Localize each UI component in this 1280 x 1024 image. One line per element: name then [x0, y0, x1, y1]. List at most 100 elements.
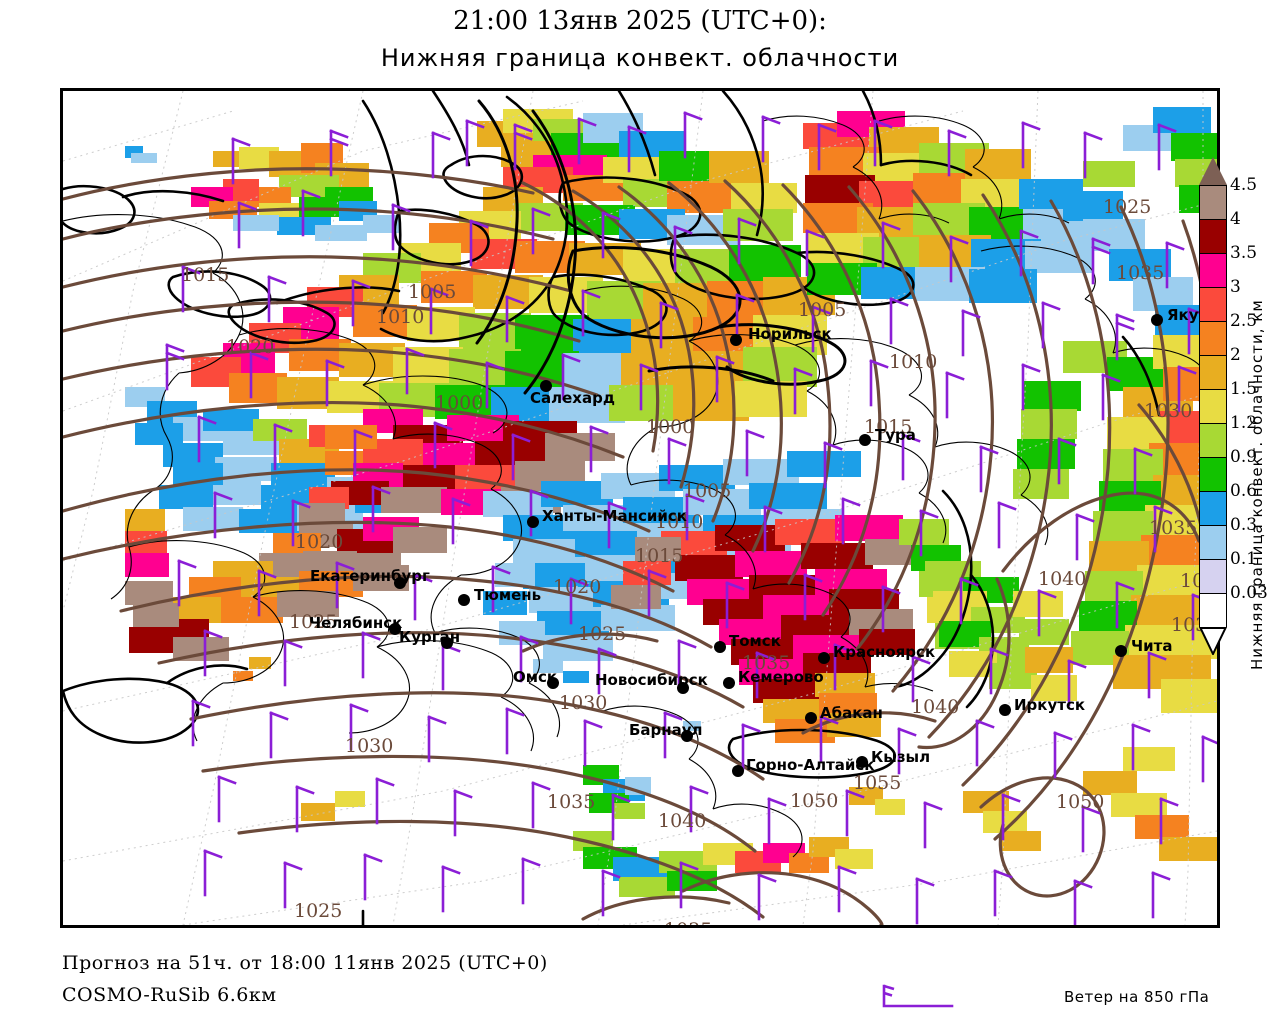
- city-marker[interactable]: Курган: [399, 628, 460, 649]
- city-dot: [818, 652, 830, 664]
- city-dot: [441, 637, 453, 649]
- colorbar-tick: 0.9: [1230, 447, 1258, 467]
- forecast-info: Прогноз на 51ч. от 18:00 11янв 2025 (UTC…: [62, 952, 548, 974]
- colorbar-tick: 2.5: [1230, 311, 1258, 331]
- colorbar-segment: [1200, 526, 1226, 560]
- city-marker[interactable]: Тура: [859, 426, 916, 446]
- city-marker[interactable]: Кызыл: [856, 748, 930, 768]
- colorbar-segment: [1200, 220, 1226, 254]
- colorbar-tick: 3: [1230, 277, 1241, 297]
- city-marker[interactable]: Ханты-Мансийск: [527, 507, 687, 528]
- city-label: Норильск: [748, 325, 832, 343]
- city-dot: [714, 641, 726, 653]
- city-label: Красноярск: [833, 643, 935, 661]
- page-title-parameter: Нижняя граница конвект. облачности: [380, 44, 900, 72]
- city-label: Салехард: [530, 389, 615, 407]
- city-marker[interactable]: Барнаул: [629, 721, 703, 742]
- city-label: Барнаул: [629, 721, 703, 739]
- colorbar-over-arrow: [1199, 157, 1227, 185]
- colorbar-tick: 2: [1230, 345, 1241, 365]
- city-label: Екатеринбург: [310, 567, 430, 585]
- colorbar-tick: 4: [1230, 209, 1241, 229]
- city-label: Томск: [729, 632, 781, 650]
- city-dot: [730, 334, 742, 346]
- city-marker[interactable]: Иркутск: [999, 696, 1085, 716]
- colorbar-segment: [1200, 424, 1226, 458]
- city-label: Горно-Алтайск: [746, 756, 875, 774]
- city-label: Кызыл: [871, 748, 930, 766]
- coastlines: [63, 91, 1161, 925]
- colorbar[interactable]: [1199, 157, 1227, 657]
- black-contours: [475, 99, 847, 395]
- colorbar-segment: [1200, 594, 1226, 628]
- isobars: [63, 167, 1215, 925]
- colorbar-under-arrow-outline: [1199, 627, 1227, 655]
- page-title-datetime: 21:00 13янв 2025 (UTC+0):: [453, 6, 827, 36]
- city-marker[interactable]: Челябинск: [309, 614, 402, 635]
- city-marker[interactable]: Тюмень: [458, 586, 541, 606]
- colorbar-segment: [1200, 186, 1226, 220]
- colorbar-segment: [1200, 458, 1226, 492]
- model-info: COSMO-RuSib 6.6км: [62, 984, 277, 1006]
- colorbar-tick: 0.1: [1230, 549, 1258, 569]
- city-label: Иркутск: [1014, 696, 1085, 714]
- city-marker[interactable]: Норильск: [730, 325, 832, 346]
- colorbar-tick: 4.5: [1230, 175, 1258, 195]
- city-label: Абакан: [820, 704, 883, 722]
- city-dot: [723, 677, 735, 689]
- colorbar-tick: 0.3: [1230, 515, 1258, 535]
- colorbar-tick: 1.5: [1230, 379, 1258, 399]
- city-dot: [805, 712, 817, 724]
- map-frame[interactable]: 1015 1005 1010 1020 1000 1005 1000 1010 1015 1025…: [60, 88, 1220, 928]
- colorbar-tick: 0.03: [1230, 583, 1268, 603]
- city-dot: [1115, 645, 1127, 657]
- city-dot: [527, 516, 539, 528]
- city-label: Ханты-Мансийск: [542, 507, 687, 525]
- city-label: Курган: [399, 628, 460, 646]
- map-canvas: [63, 91, 1217, 925]
- city-dot: [458, 594, 470, 606]
- wind-barb-icon: [882, 984, 954, 1008]
- colorbar-segment: [1200, 560, 1226, 594]
- colorbar-tick: 1.2: [1230, 413, 1258, 433]
- colorbar-segment: [1200, 254, 1226, 288]
- wind-barbs: [165, 111, 1217, 925]
- city-dot: [856, 756, 868, 768]
- city-layer: НорильскСалехардТураЯкутскХанты-Мансийск…: [309, 306, 1217, 777]
- city-dot: [732, 765, 744, 777]
- city-dot: [540, 380, 552, 392]
- city-marker[interactable]: Екатеринбург: [310, 567, 430, 589]
- city-marker[interactable]: Кемерово: [723, 668, 824, 689]
- colorbar-tick-labels: 4.5 4 3.5 3 2.5 2 1.5 1.2 0.9 0.6 0.3 0.1 0.03: [1230, 157, 1280, 677]
- city-marker[interactable]: Красноярск: [818, 643, 935, 664]
- city-marker[interactable]: Горно-Алтайск: [732, 756, 875, 777]
- city-marker[interactable]: Новосибирск: [595, 671, 708, 694]
- colorbar-under-arrow: [1199, 627, 1227, 655]
- city-label: Кемерово: [738, 668, 824, 686]
- city-marker[interactable]: Чита: [1115, 637, 1172, 657]
- city-dot: [547, 677, 559, 689]
- colorbar-segment: [1200, 492, 1226, 526]
- wind-legend: Ветер на 850 гПа: [878, 984, 1209, 1010]
- city-marker[interactable]: Омск: [513, 668, 559, 689]
- city-label: Челябинск: [309, 614, 402, 632]
- city-marker[interactable]: Салехард: [530, 380, 615, 407]
- city-marker[interactable]: Томск: [714, 632, 781, 653]
- city-label: Омск: [513, 668, 557, 686]
- city-dot: [1151, 314, 1163, 326]
- colorbar-segment: [1200, 390, 1226, 424]
- wind-legend-label: Ветер на 850 гПа: [1064, 988, 1210, 1006]
- colorbar-segment: [1200, 288, 1226, 322]
- colorbar-tick: 3.5: [1230, 243, 1258, 263]
- colorbar-tick: 0.6: [1230, 481, 1258, 501]
- colorbar-segment: [1200, 356, 1226, 390]
- city-dot: [394, 577, 406, 589]
- city-dot: [859, 434, 871, 446]
- city-label: Новосибирск: [595, 671, 708, 689]
- city-dot: [389, 623, 401, 635]
- city-label: Тюмень: [474, 586, 541, 604]
- city-marker[interactable]: Абакан: [805, 704, 883, 724]
- city-dot: [681, 730, 693, 742]
- colorbar-body: [1199, 185, 1227, 628]
